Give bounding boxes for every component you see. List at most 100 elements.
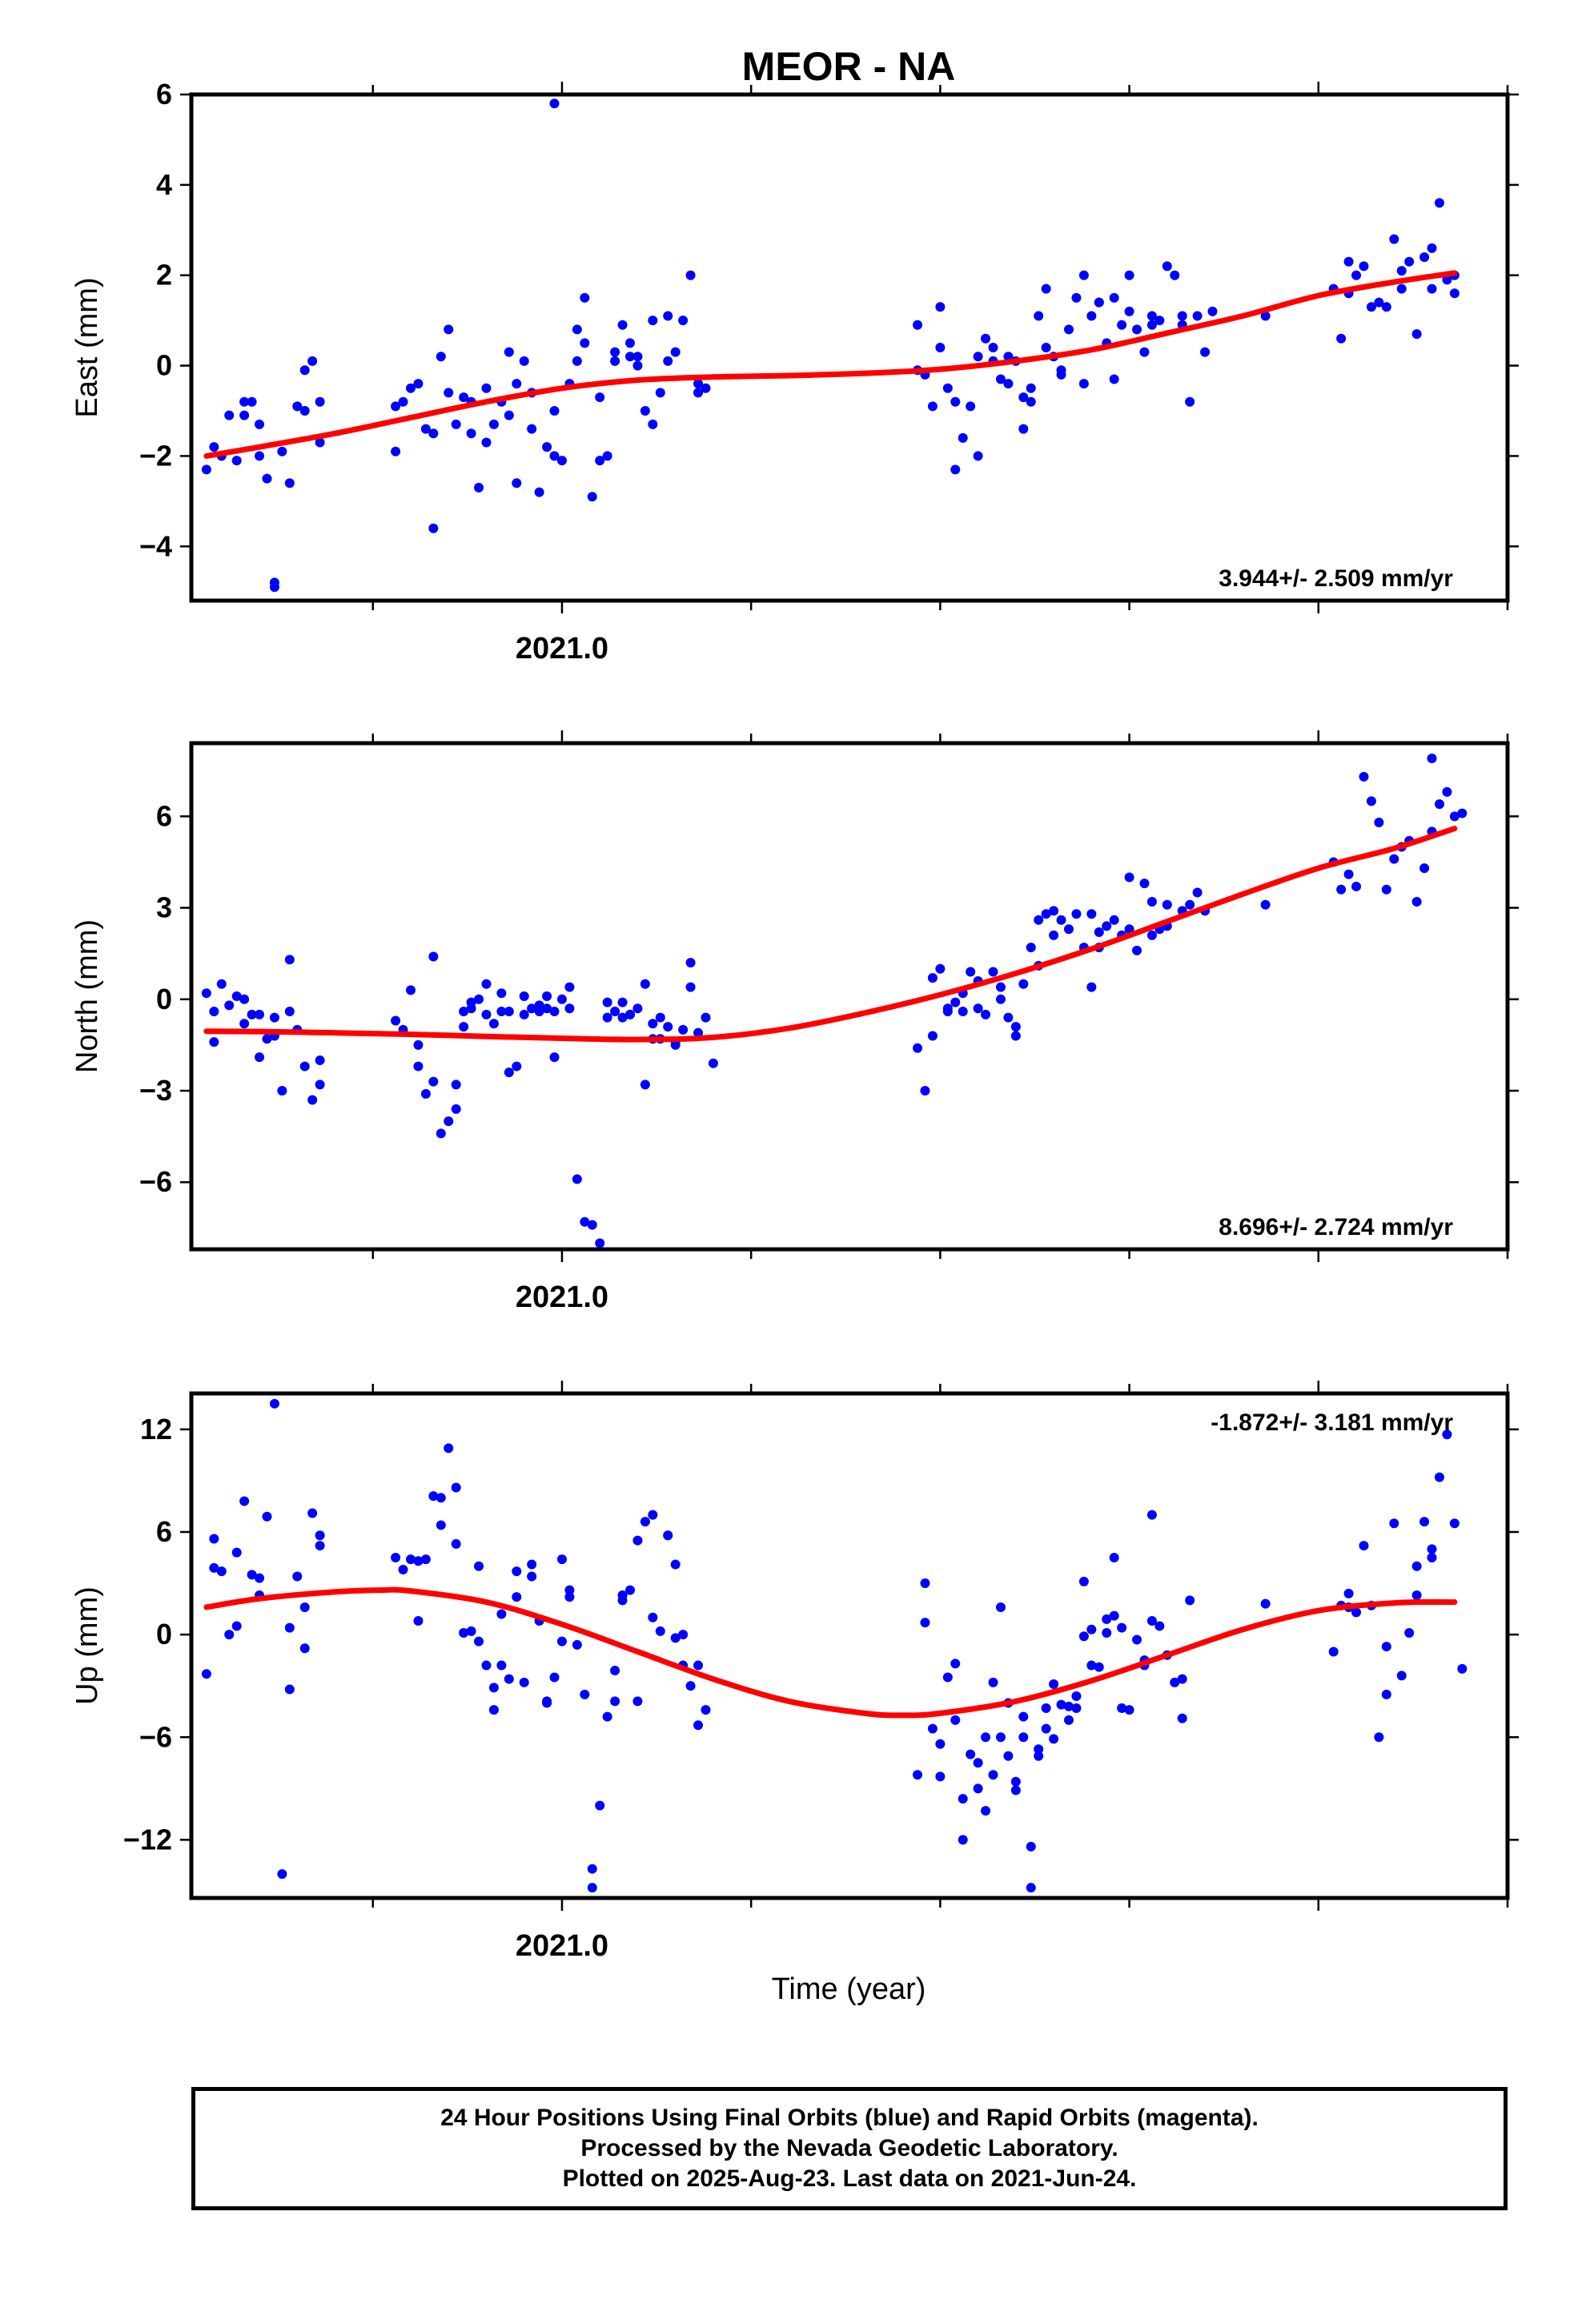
north-data-point bbox=[512, 1061, 522, 1072]
north-data-point bbox=[663, 1022, 673, 1032]
east-data-point bbox=[1336, 333, 1347, 344]
up-data-point bbox=[299, 1643, 310, 1654]
east-data-point bbox=[1034, 311, 1044, 321]
up-data-point bbox=[595, 1800, 605, 1811]
north-data-point bbox=[602, 1012, 612, 1023]
east-data-point bbox=[1109, 374, 1119, 384]
east-data-point bbox=[1366, 302, 1376, 312]
north-data-point bbox=[1049, 906, 1059, 916]
east-data-point bbox=[292, 401, 303, 412]
east-data-point bbox=[1419, 252, 1430, 263]
up-data-point bbox=[685, 1681, 696, 1691]
east-data-point bbox=[1086, 311, 1097, 321]
up-data-point bbox=[1041, 1723, 1051, 1734]
up-data-point bbox=[1117, 1622, 1127, 1633]
up-data-point bbox=[216, 1566, 227, 1577]
up-data-point bbox=[474, 1636, 484, 1647]
up-data-point bbox=[209, 1562, 219, 1573]
north-data-point bbox=[1124, 924, 1134, 935]
north-data-point bbox=[1457, 808, 1468, 818]
east-data-point bbox=[625, 352, 635, 362]
north-data-point bbox=[927, 973, 938, 983]
up-data-point bbox=[444, 1443, 454, 1454]
north-data-point bbox=[504, 1068, 514, 1078]
east-data-point bbox=[542, 442, 552, 452]
north-data-point bbox=[1260, 899, 1271, 910]
up-data-point bbox=[1419, 1517, 1430, 1527]
east-data-point bbox=[239, 396, 250, 407]
north-data-point bbox=[1162, 899, 1172, 910]
up-data-point bbox=[496, 1609, 507, 1619]
up-y-tick-label: 12 bbox=[140, 1413, 172, 1445]
up-data-point bbox=[1026, 1883, 1036, 1893]
north-data-point bbox=[1146, 930, 1157, 940]
east-data-point bbox=[481, 383, 492, 393]
up-data-point bbox=[1146, 1616, 1157, 1626]
north-data-point bbox=[995, 994, 1006, 1004]
east-data-point bbox=[632, 360, 643, 371]
north-data-point bbox=[595, 1238, 605, 1248]
east-data-point bbox=[587, 492, 597, 502]
caption-line-3: Plotted on 2025-Aug-23. Last data on 202… bbox=[562, 2165, 1137, 2192]
up-data-point bbox=[527, 1571, 537, 1582]
east-data-point bbox=[420, 424, 431, 434]
east-data-point bbox=[1124, 306, 1134, 316]
east-data-point bbox=[640, 406, 650, 416]
up-data-point bbox=[420, 1554, 431, 1565]
north-data-point bbox=[564, 1003, 575, 1014]
east-data-point bbox=[549, 99, 560, 109]
north-data-point bbox=[255, 1009, 265, 1019]
north-data-point bbox=[1449, 811, 1460, 822]
north-data-point bbox=[481, 1009, 492, 1019]
east-data-point bbox=[1396, 283, 1407, 294]
east-data-point bbox=[1146, 311, 1157, 321]
up-data-point bbox=[966, 1749, 976, 1759]
north-data-point bbox=[496, 988, 507, 999]
north-y-tick-label: −6 bbox=[139, 1165, 172, 1198]
east-data-point bbox=[1094, 297, 1104, 308]
north-data-point bbox=[519, 1009, 529, 1019]
north-data-point bbox=[1124, 872, 1134, 883]
up-data-point bbox=[1086, 1624, 1097, 1634]
north-data-point bbox=[617, 997, 628, 1007]
up-data-point bbox=[1411, 1590, 1422, 1600]
north-data-point bbox=[1010, 1031, 1021, 1041]
up-data-point bbox=[988, 1677, 998, 1687]
east-y-tick-label: 0 bbox=[156, 349, 172, 382]
north-data-point bbox=[428, 1076, 439, 1087]
up-data-point bbox=[950, 1715, 961, 1725]
east-data-point bbox=[1041, 343, 1051, 352]
north-data-point bbox=[1359, 771, 1369, 782]
up-data-point bbox=[920, 1578, 930, 1589]
east-data-point bbox=[1078, 270, 1089, 280]
up-data-point bbox=[413, 1616, 424, 1626]
north-data-point bbox=[678, 1024, 689, 1035]
north-data-point bbox=[632, 1003, 643, 1014]
north-data-point bbox=[542, 991, 552, 1001]
up-data-point bbox=[610, 1696, 620, 1707]
up-data-point bbox=[201, 1669, 211, 1679]
east-data-point bbox=[201, 464, 211, 475]
north-data-point bbox=[284, 1007, 295, 1017]
east-data-point bbox=[231, 456, 242, 466]
north-data-point bbox=[527, 1003, 537, 1014]
up-data-point bbox=[693, 1720, 704, 1731]
up-data-point bbox=[1185, 1595, 1195, 1606]
east-data-point bbox=[1351, 270, 1362, 280]
north-data-point bbox=[247, 1009, 257, 1019]
east-data-point bbox=[655, 388, 665, 398]
up-data-point bbox=[935, 1739, 946, 1749]
north-data-point bbox=[1132, 945, 1142, 955]
up-data-point bbox=[391, 1553, 401, 1563]
up-data-point bbox=[610, 1665, 620, 1675]
up-y-tick-label: −6 bbox=[139, 1720, 172, 1753]
north-data-point bbox=[1442, 786, 1452, 797]
up-data-point bbox=[1071, 1703, 1082, 1713]
up-data-point bbox=[542, 1698, 552, 1708]
east-data-point bbox=[995, 374, 1006, 384]
east-data-point bbox=[1109, 292, 1119, 303]
east-data-point bbox=[950, 464, 961, 475]
up-data-point bbox=[995, 1602, 1006, 1612]
north-data-point bbox=[262, 1034, 272, 1044]
north-rate-label: 8.696+/- 2.724 mm/yr bbox=[1219, 1214, 1453, 1240]
